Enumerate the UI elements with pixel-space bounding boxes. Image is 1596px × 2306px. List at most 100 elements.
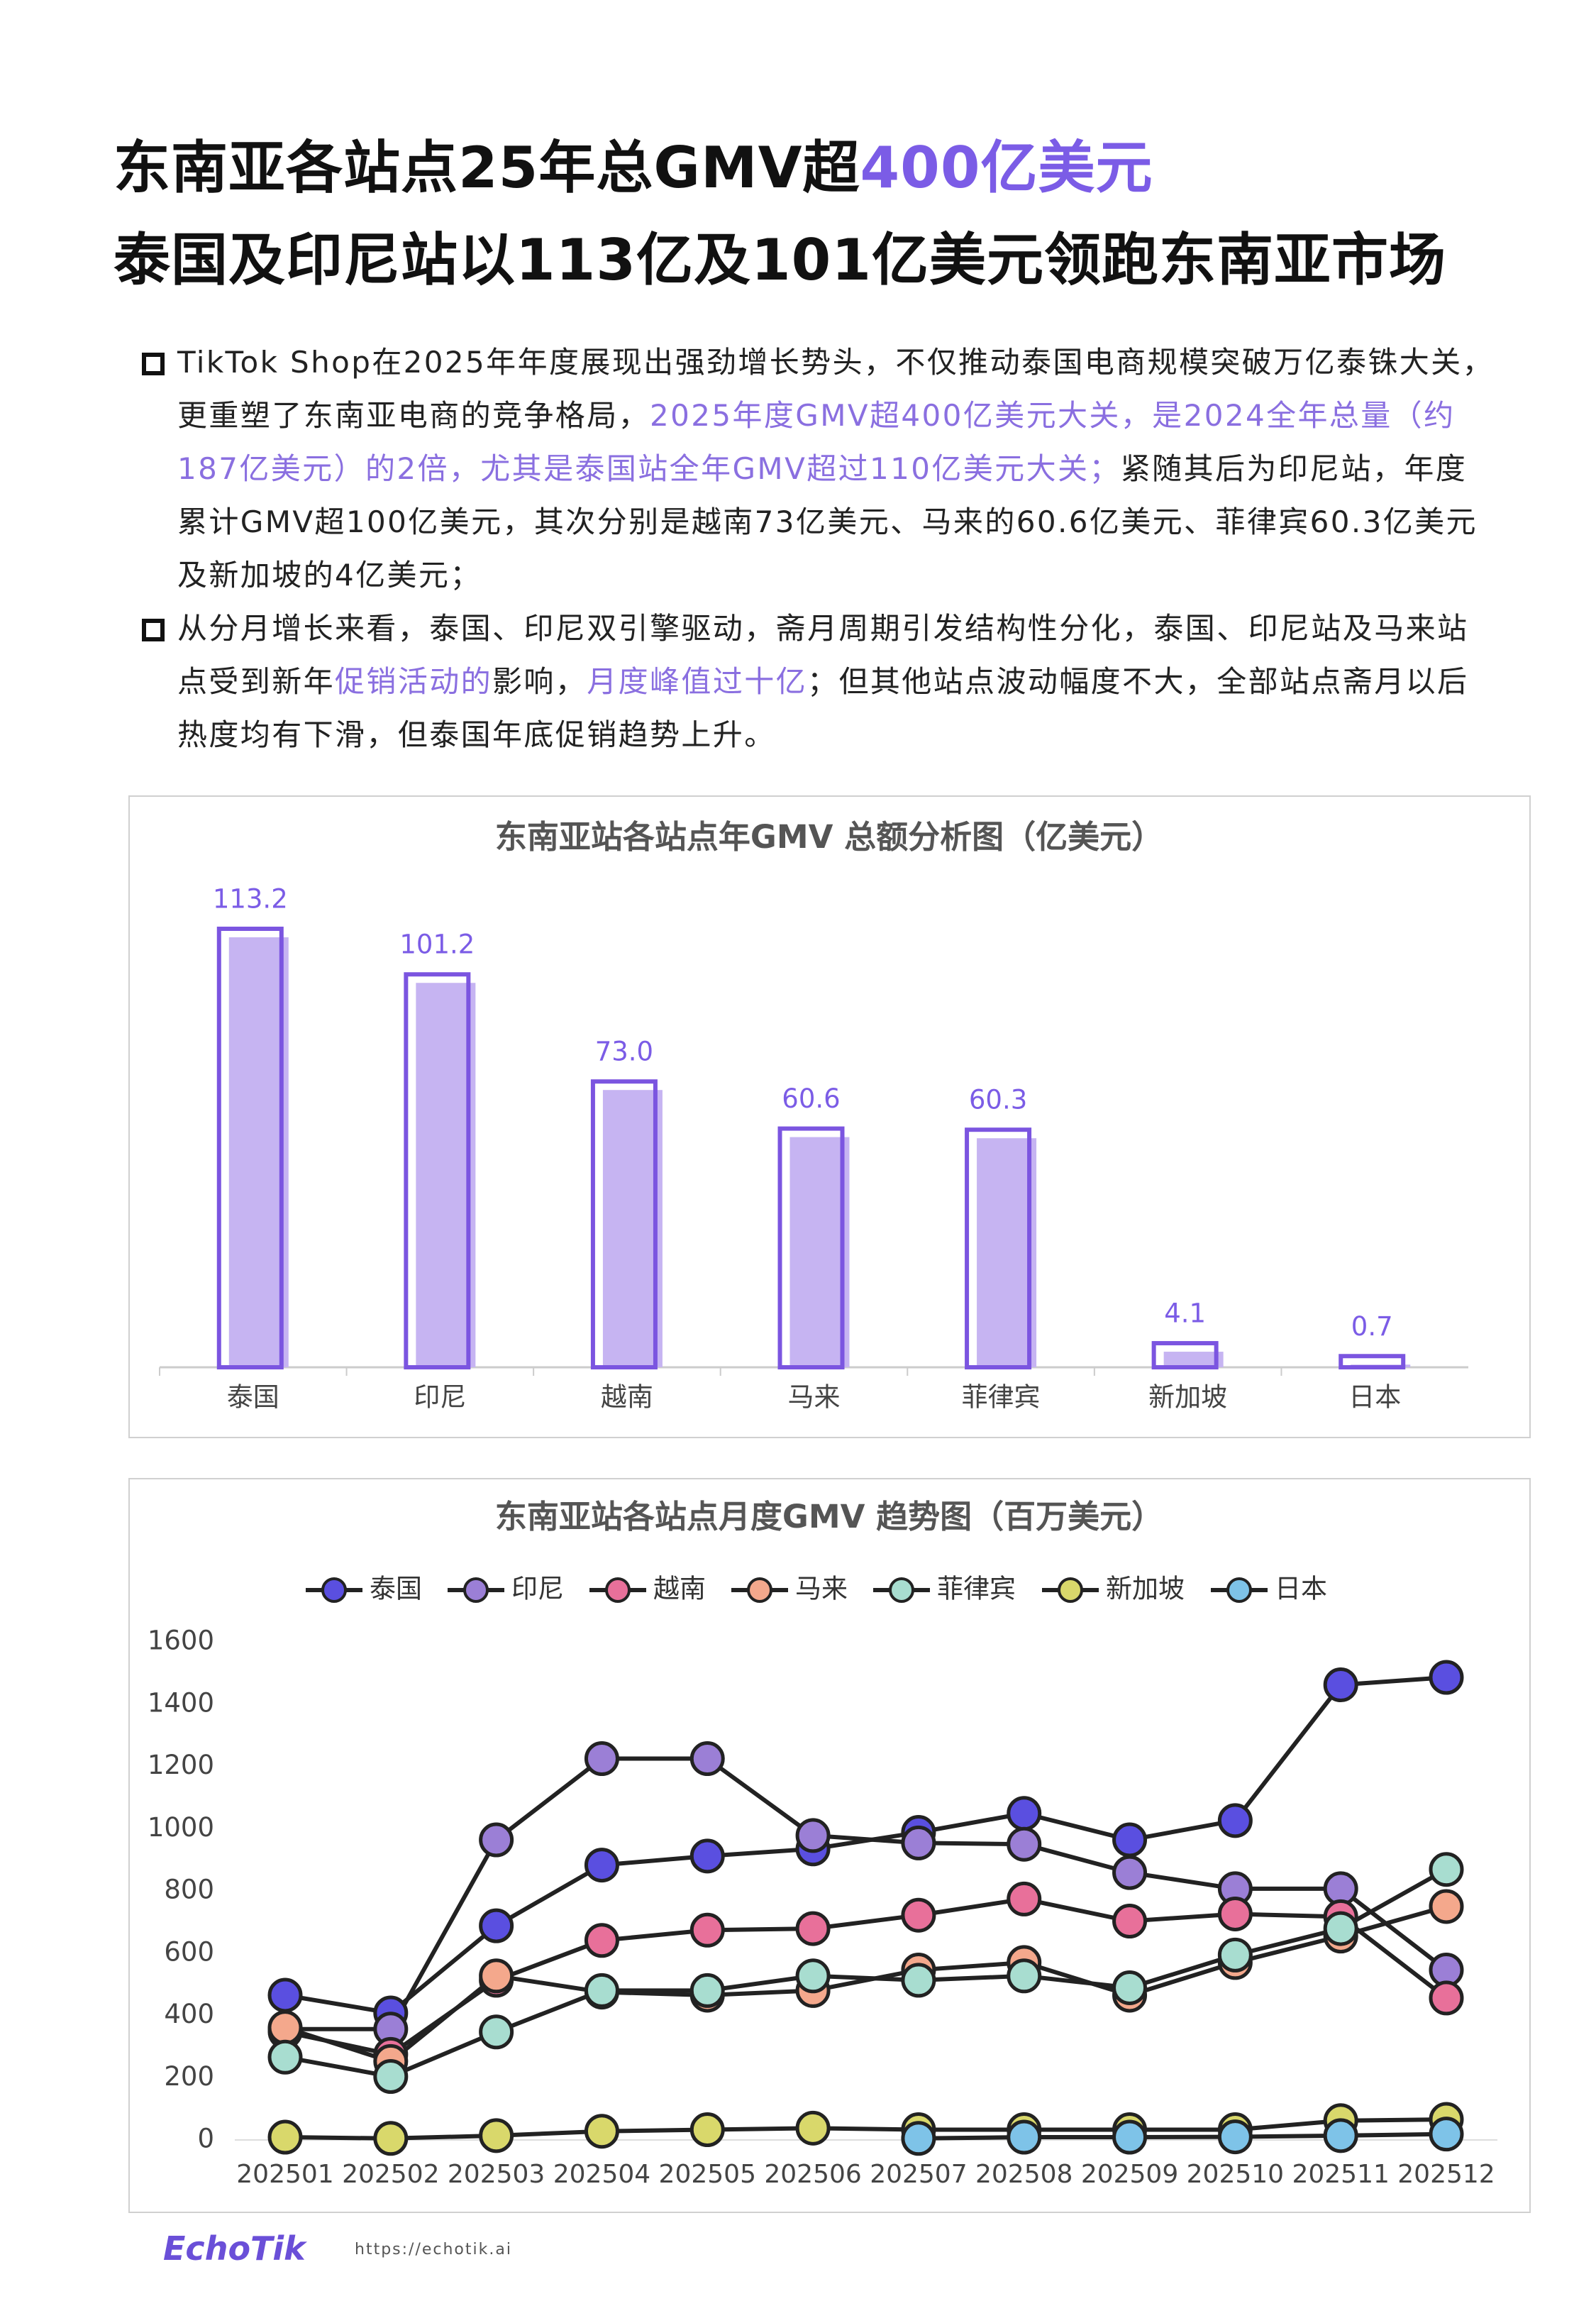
- bullet-list: TikTok Shop在2025年年度展现出强劲增长势头，不仅推动泰国电商规模突…: [142, 336, 1497, 761]
- data-point: [479, 2118, 514, 2153]
- y-tick-label: 0: [197, 2124, 214, 2154]
- value-label: 60.3: [969, 1085, 1027, 1115]
- bullet: 从分月增长来看，泰国、印尼双引擎驱动，斋月周期引发结构性分化，泰国、印尼站及马来…: [142, 602, 1497, 761]
- bar-outline: [1339, 1354, 1406, 1369]
- text: 从分月增长来看，泰国、印尼双引擎驱动，斋月周期引发结构性分化，泰国、印尼站及马来…: [177, 611, 1469, 699]
- data-point: [479, 1908, 514, 1943]
- data-point: [1323, 1667, 1358, 1703]
- data-point: [1217, 1896, 1253, 1931]
- text: ；但其他站点波动幅度不大，全部站点斋月以后热度均有下滑，但泰国年底促销趋势上升。: [177, 664, 1469, 752]
- legend-marker: [463, 1577, 489, 1603]
- data-point: [267, 1977, 303, 2013]
- data-point: [584, 2114, 619, 2149]
- y-tick-label: 600: [164, 1936, 214, 1967]
- data-point: [1429, 1980, 1464, 2016]
- brand-logo: EchoTik: [163, 2229, 306, 2268]
- data-point: [1112, 2119, 1148, 2155]
- value-label: 60.6: [782, 1083, 840, 1114]
- data-point: [479, 1958, 514, 1994]
- legend-label: 日本: [1275, 1574, 1327, 1604]
- legend-label: 菲律宾: [937, 1574, 1016, 1604]
- legend-label: 越南: [653, 1574, 706, 1604]
- x-tick-label: 泰国: [227, 1382, 279, 1413]
- series-line: [918, 2131, 1447, 2141]
- bullet-marker: [142, 353, 165, 375]
- x-tick-label: 马来: [788, 1382, 841, 1413]
- data-point: [1007, 1958, 1042, 1994]
- series-line: [284, 1868, 1448, 2079]
- x-tick-label: 菲律宾: [962, 1382, 1041, 1413]
- data-point: [584, 1923, 619, 1958]
- data-point: [584, 1973, 619, 2008]
- data-point: [1323, 1911, 1358, 1946]
- data-point: [1429, 1889, 1464, 1924]
- x-tick-label: 印尼: [414, 1382, 466, 1413]
- highlight-text: 促销活动的: [335, 664, 493, 699]
- data-point: [1217, 1803, 1253, 1838]
- value-label: 4.1: [1164, 1298, 1206, 1329]
- value-label: 113.2: [213, 884, 288, 915]
- data-point: [795, 1911, 831, 1946]
- highlight-text: 2025年度GMV超400亿美元大关，是2024全年总量（约187亿美元）的2倍…: [177, 398, 1456, 486]
- data-point: [1429, 1852, 1464, 1887]
- data-point: [1112, 1970, 1148, 2005]
- x-tick-label: 202510: [1187, 2160, 1284, 2189]
- bar: [1163, 1352, 1224, 1367]
- legend-label: 印尼: [511, 1574, 564, 1604]
- y-tick-label: 800: [164, 1875, 214, 1905]
- data-point: [689, 2112, 725, 2148]
- x-tick-label: 202502: [342, 2160, 439, 2189]
- data-point: [584, 1741, 619, 1777]
- x-tick-label: 日本: [1348, 1382, 1401, 1413]
- data-point: [267, 2039, 303, 2075]
- data-point: [901, 2121, 936, 2156]
- y-tick-label: 1600: [148, 1626, 214, 1656]
- x-tick-label: 202503: [448, 2160, 545, 2189]
- x-tick-label: 202506: [764, 2160, 861, 2189]
- data-point: [689, 1838, 725, 1874]
- bar-outline: [1151, 1341, 1219, 1369]
- value-label: 0.7: [1351, 1311, 1393, 1342]
- x-tick-label: 202509: [1081, 2160, 1178, 2189]
- y-tick-label: 200: [164, 2061, 214, 2092]
- series-line: [284, 2117, 1447, 2141]
- x-tick-label: 202505: [659, 2160, 756, 2189]
- title-line: 泰国及印尼站以113亿及101亿美元领跑东南亚市场: [113, 227, 1446, 293]
- series-line: [285, 1756, 1448, 2031]
- x-tick-label: 202512: [1397, 2160, 1495, 2189]
- text: 影响，: [492, 664, 587, 699]
- data-point: [1429, 2117, 1464, 2152]
- data-point: [267, 2010, 303, 2046]
- x-tick-label: 202508: [975, 2160, 1073, 2189]
- x-tick-label: 越南: [601, 1382, 653, 1413]
- highlight-text: 月度峰值过十亿: [587, 664, 808, 699]
- bar-outline: [777, 1126, 845, 1369]
- y-tick-label: 1400: [148, 1687, 214, 1718]
- bar-chart: 东南亚站各站点年GMV 总额分析图（亿美元） 113.2 泰国 101.2 印尼 73.…: [128, 795, 1531, 1438]
- data-point: [1007, 1826, 1042, 1862]
- data-point: [1323, 2118, 1358, 2153]
- x-tick-label: 202501: [236, 2160, 333, 2189]
- bar: [416, 983, 476, 1367]
- data-point: [1429, 1660, 1464, 1695]
- data-point: [479, 2014, 514, 2050]
- y-tick-label: 400: [164, 1999, 214, 2029]
- data-point: [1112, 1855, 1148, 1890]
- x-tick-label: 202511: [1292, 2160, 1389, 2189]
- title-highlight: 400亿美元: [860, 135, 1153, 201]
- data-point: [689, 1741, 725, 1777]
- data-point: [267, 2119, 303, 2155]
- title-line: 东南亚各站点25年总GMV超400亿美元: [113, 122, 1153, 204]
- data-point: [1112, 1822, 1148, 1858]
- y-tick-label: 1200: [148, 1750, 214, 1780]
- data-point: [901, 1825, 936, 1860]
- data-point: [795, 1818, 831, 1853]
- data-point: [1112, 1904, 1148, 1939]
- data-point: [1217, 1937, 1253, 1973]
- legend-label: 新加坡: [1106, 1574, 1185, 1604]
- legend-marker: [1058, 1577, 1083, 1603]
- bullet: TikTok Shop在2025年年度展现出强劲增长势头，不仅推动泰国电商规模突…: [142, 336, 1497, 602]
- bar: [977, 1138, 1037, 1367]
- chart-title: 东南亚站各站点年GMV 总额分析图（亿美元）: [495, 818, 1163, 856]
